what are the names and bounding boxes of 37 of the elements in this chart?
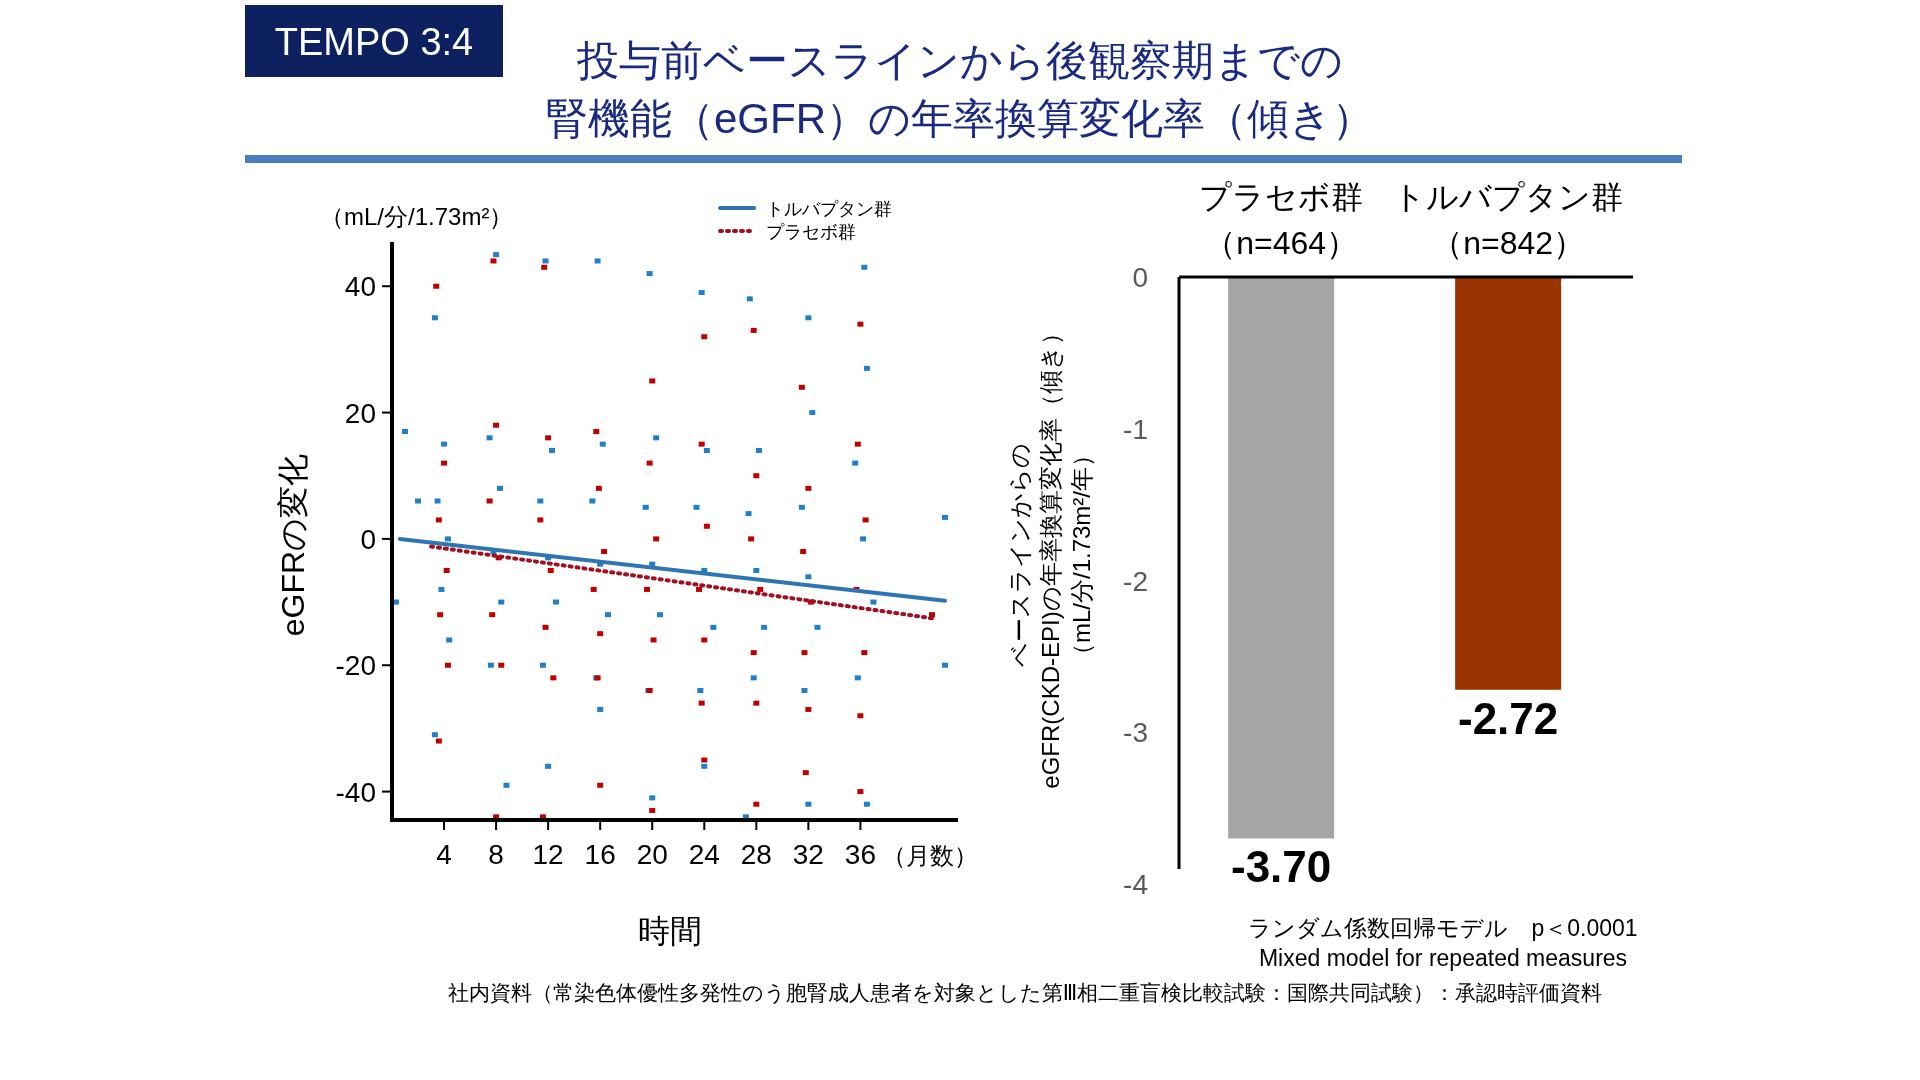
y-tick-label: 0 [1132,262,1148,293]
y-tick-label: 0 [360,523,376,555]
x-tick-label: 24 [688,839,720,870]
x-axis-title: 時間 [638,913,702,949]
y-tick-label: -4 [1123,869,1148,900]
x-tick-label: プラセボ群（n=464） [1199,179,1364,261]
x-tick-label: 32 [792,839,824,870]
y-tick-label: 40 [344,271,376,303]
x-tick-label: 8 [488,839,504,870]
text: （mL/分/1.73m²/年） [1068,442,1095,668]
y-tick-label: -3 [1123,717,1148,749]
x-tick-label: 16 [584,839,616,870]
x-tick-label: 20 [636,839,668,870]
chart-title: 投与前ベースラインから後観察期までの [576,37,1343,84]
data-label: -2.72 [1458,693,1559,743]
y-tick-label: 20 [344,397,376,429]
text: Mixed model for repeated measures [1258,945,1628,971]
y-tick-label: -20 [335,650,376,682]
y-axis-title: ベースラインからのeGFR(CKD-EPI)の年率換算変化率（傾き） [1006,321,1064,789]
x-tick-label: 12 [532,839,564,870]
y-axis-title: eGFRの変化 [275,453,311,637]
text: （mL/分/1.73m²） [320,203,514,230]
x-tick-label: トルバプタン群（n=842） [1393,179,1624,261]
legend-label: トルバプタン群 [766,199,892,219]
text: （月数） [882,842,979,869]
x-tick-label: 36 [844,839,876,870]
y-tick-label: -40 [335,776,376,808]
x-tick-label: 4 [436,839,452,870]
text: 社内資料（常染色体優性多発性のう胞腎成人患者を対象とした第Ⅲ相二重盲検比較試験：国際共同試験）：承認時評価資料 [447,981,1603,1004]
legend-label: プラセボ群 [766,222,856,242]
data-label: -3.70 [1231,842,1332,892]
text: ランダム係数回帰モデル p＜0.0001 [1248,915,1638,941]
x-tick-label: 28 [740,839,772,870]
y-tick-label: -2 [1123,565,1148,597]
text: TEMPO 3:4 [274,21,474,63]
chart-subtitle: 腎機能（eGFR）の年率換算変化率（傾き） [545,95,1375,142]
y-tick-label: -1 [1123,413,1148,445]
